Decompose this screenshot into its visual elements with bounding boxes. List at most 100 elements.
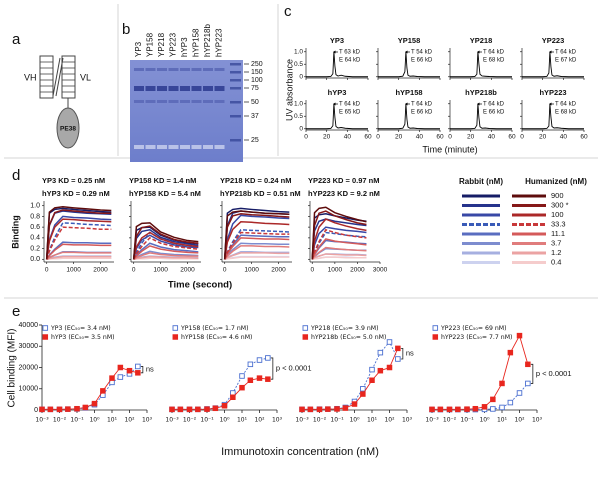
gel-band: [157, 145, 167, 149]
significance-label: p < 0.0001: [276, 364, 312, 373]
marker-label: 25: [251, 137, 259, 144]
note-arrowhead: [333, 102, 336, 106]
binding-curve: [133, 236, 199, 260]
lane-label: hYP158: [192, 28, 201, 57]
x-tick-label: 10⁻¹: [70, 417, 84, 424]
panel-title: YP158: [398, 36, 421, 45]
data-point: [221, 403, 228, 409]
binding-curve: [132, 222, 199, 260]
data-point: [342, 405, 349, 411]
peak-note: T 64 kD: [411, 102, 433, 108]
peak-note: E 67 kD: [555, 58, 577, 64]
gel-band: [145, 68, 156, 71]
data-point: [377, 349, 384, 356]
gel-band: [191, 145, 202, 149]
binding-curve: [132, 225, 199, 260]
data-point: [256, 357, 263, 363]
data-point: [256, 375, 263, 381]
data-point: [177, 406, 184, 413]
binding-curve: [311, 226, 367, 260]
gel-band: [214, 86, 225, 91]
x-tick-label: 2000: [93, 267, 108, 274]
scfv-diagram: [39, 55, 80, 149]
data-point: [525, 380, 531, 387]
panel-label: a: [12, 31, 21, 48]
panel-title: YP158 KD = 1.4 nM: [129, 176, 196, 185]
y-tick-label: 0.2: [30, 245, 40, 252]
legend-label: YP218 (EC₅₀= 3.9 nM): [310, 325, 379, 332]
binding-curve: [311, 210, 367, 260]
data-point: [74, 405, 80, 412]
data-point: [212, 405, 219, 412]
x-tick-label: 10¹: [367, 417, 378, 424]
panel-label: c: [284, 3, 292, 20]
lane-label: hYP3: [180, 37, 189, 57]
lane-label: YP158: [146, 32, 155, 57]
x-tick-label: 40: [344, 134, 352, 141]
peak-note: E 64 kD: [339, 58, 361, 64]
data-point: [395, 356, 401, 362]
data-point: [82, 404, 89, 411]
data-point: [186, 406, 193, 413]
gel-band: [145, 86, 156, 91]
ladder-band: [230, 71, 241, 74]
binding-curve: [311, 238, 367, 260]
legend-marker: [42, 325, 49, 331]
peak-note: E 66 kD: [483, 110, 505, 116]
y-tick-label: 0.5: [294, 61, 303, 68]
data-point: [437, 406, 444, 413]
data-point: [351, 401, 358, 407]
data-point: [230, 394, 236, 401]
legend-label: 300 *: [551, 200, 569, 209]
x-tick-label: 40: [416, 134, 424, 141]
data-point: [455, 406, 461, 413]
panel-title: hYP3 KD = 0.29 nM: [42, 189, 110, 198]
data-point: [507, 349, 514, 356]
note-arrowhead: [333, 50, 336, 54]
panel-title: YP223: [542, 36, 565, 45]
legend-label: 11.1: [551, 229, 565, 238]
marker-label: 50: [251, 99, 259, 106]
chromatogram-line: [378, 103, 440, 130]
binding-curve: [311, 228, 367, 260]
toxin-label: PE38: [60, 126, 76, 133]
y-axis-label: UV absorbance: [284, 59, 294, 121]
legend-label: YP223 (EC₅₀= 69 nM): [440, 325, 507, 332]
peak-note: E 68 kD: [483, 58, 505, 64]
legend-label: 33.3: [551, 219, 566, 228]
significance-label: ns: [146, 365, 154, 374]
data-point: [472, 405, 479, 412]
x-tick-label: 10¹: [497, 417, 508, 424]
gel-band: [157, 68, 167, 71]
legend-label: 900: [551, 191, 564, 200]
gel-band: [191, 68, 202, 71]
legend-title: Humanized (nM): [525, 177, 587, 186]
data-point: [516, 390, 523, 396]
y-tick-label: 0: [299, 73, 303, 80]
x-tick-label: 10¹: [107, 417, 118, 424]
binding-curve: [311, 206, 367, 260]
data-point: [395, 345, 401, 352]
x-tick-label: 10⁻³: [35, 417, 49, 424]
legend-label: hYP218b (EC₅₀= 5.0 nM): [311, 334, 386, 341]
x-tick-label: 20: [467, 134, 475, 141]
legend-marker: [432, 334, 439, 340]
x-tick-label: 10³: [272, 417, 283, 424]
y-tick-label: 1.0: [30, 203, 40, 210]
binding-curve: [45, 209, 112, 260]
data-point: [499, 380, 505, 387]
chromatogram-line: [306, 51, 368, 78]
panel-title: hYP218b KD = 0.51 nM: [220, 189, 301, 198]
data-point: [316, 406, 323, 413]
x-tick-label: 10⁻²: [313, 417, 327, 424]
data-point: [369, 366, 375, 373]
y-axis-label: Cell binding (MFI): [7, 329, 18, 408]
chromatogram-line: [378, 51, 440, 78]
panel-title: hYP218b: [465, 88, 497, 97]
note-arrowhead: [477, 50, 480, 54]
data-point: [499, 404, 505, 411]
binding-curve: [312, 256, 367, 261]
gel-band: [180, 68, 190, 71]
gel-band: [168, 68, 179, 71]
